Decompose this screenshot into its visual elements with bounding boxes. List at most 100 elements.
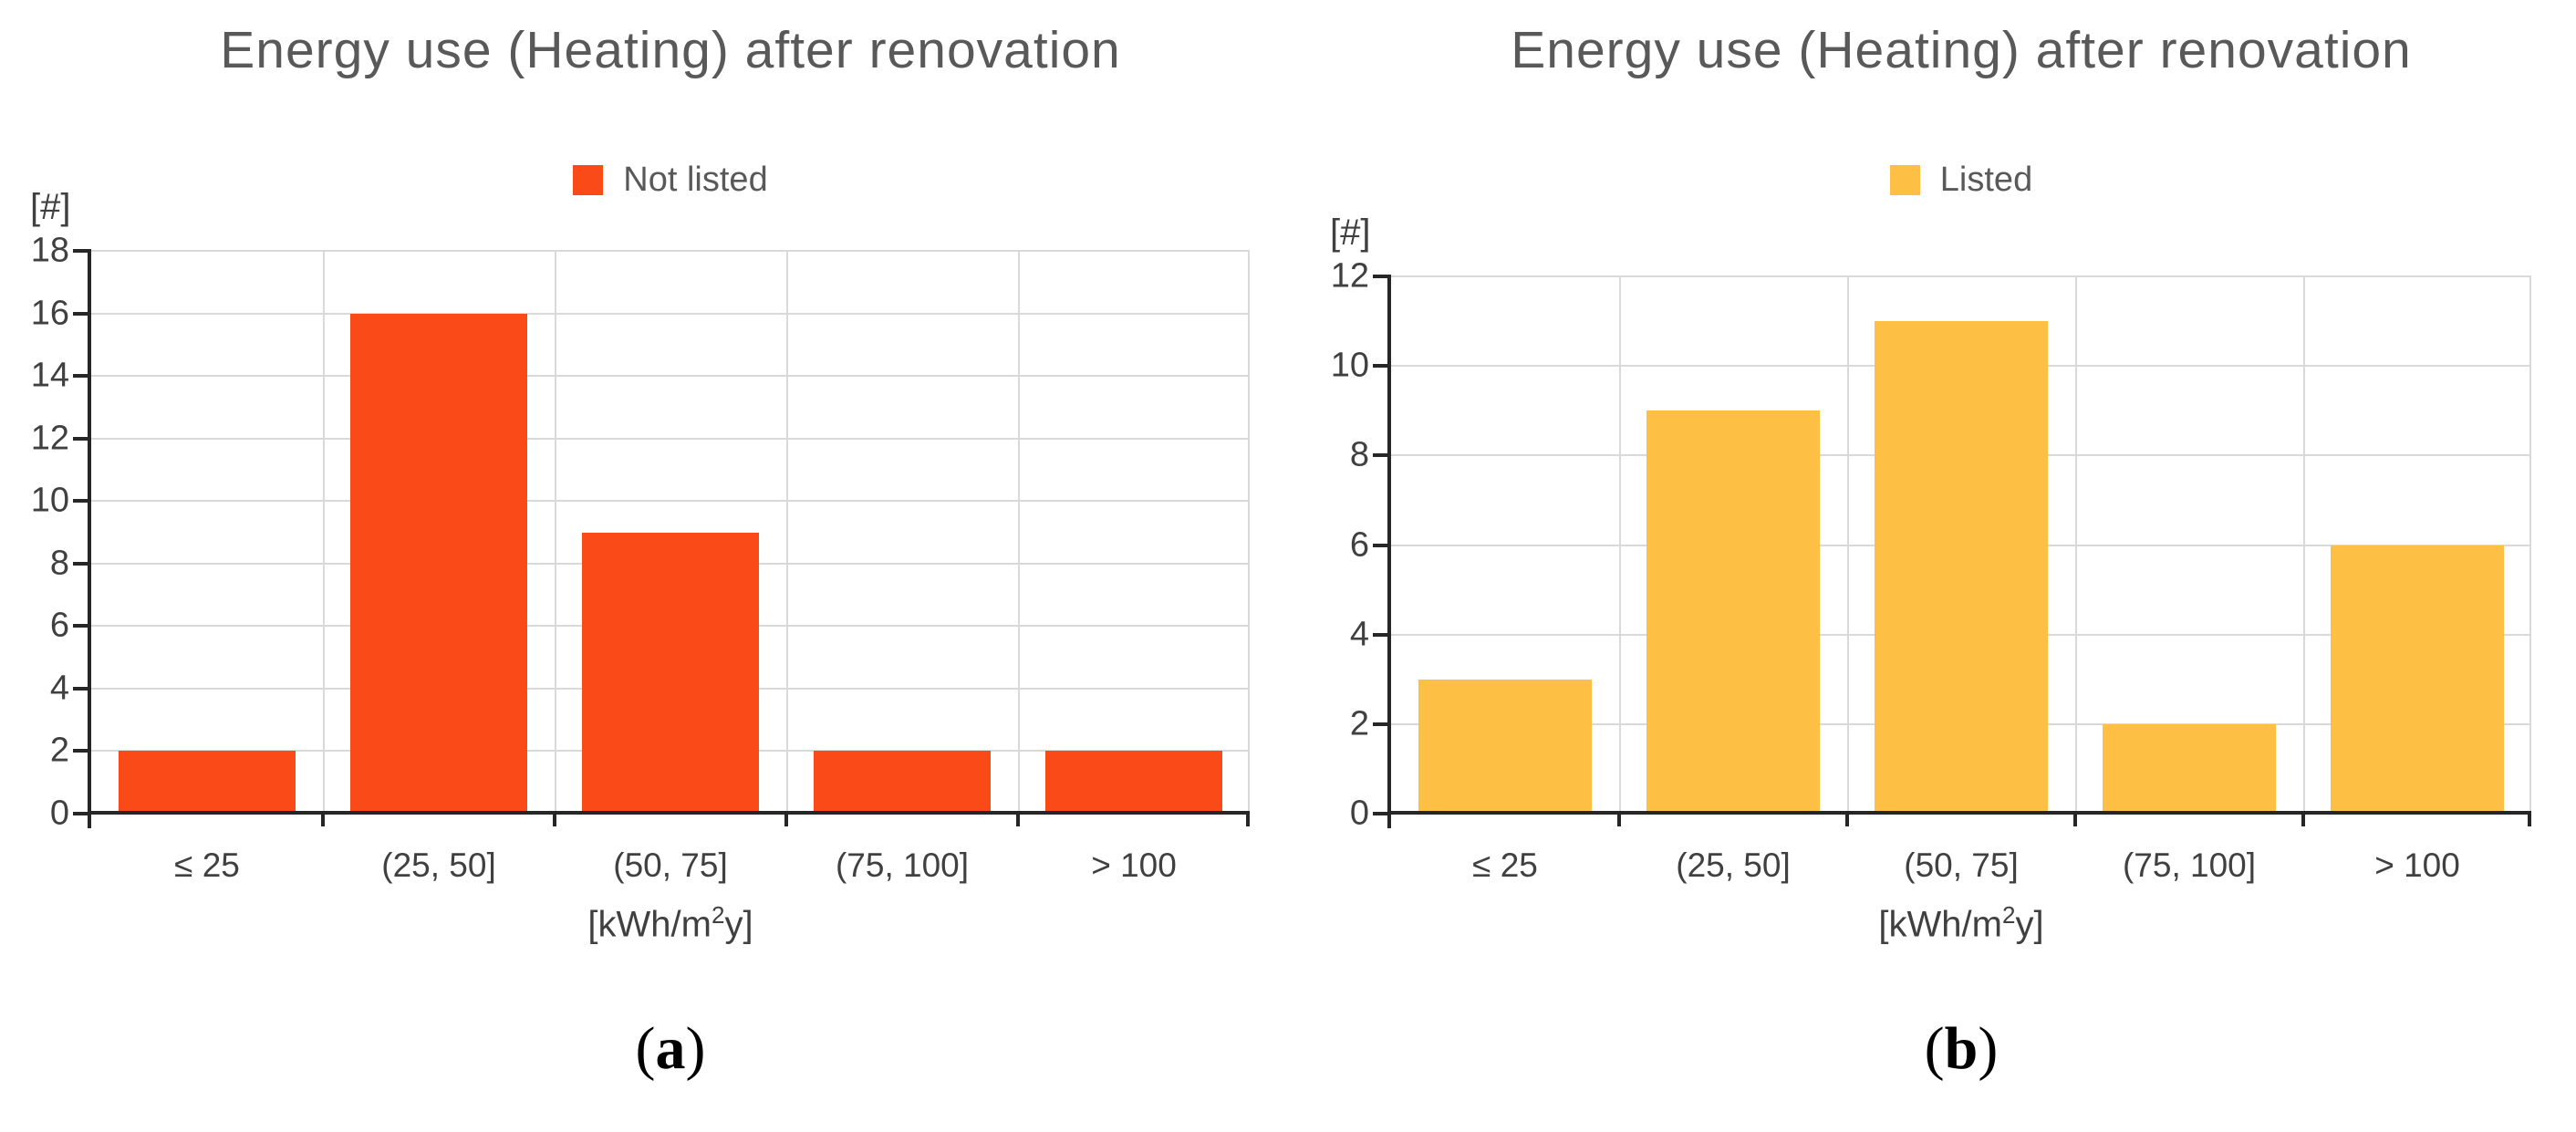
y-tick-label: 12 bbox=[30, 419, 69, 458]
y-tick bbox=[73, 812, 88, 815]
x-tick-label: (50, 75] bbox=[613, 846, 728, 884]
x-unit-superscript: 2 bbox=[2001, 901, 2016, 929]
legend: Listed bbox=[1391, 161, 2531, 200]
x-tick bbox=[553, 814, 556, 826]
x-tick bbox=[2301, 814, 2305, 826]
x-tick-label: (75, 100] bbox=[835, 846, 970, 884]
bar-≤ 25 bbox=[119, 751, 296, 814]
plot-area bbox=[73, 249, 1250, 828]
x-unit-text: [kWh/m bbox=[587, 904, 712, 945]
x-tick-label: ≤ 25 bbox=[174, 846, 240, 884]
caption-letter: a bbox=[655, 1015, 686, 1082]
y-tick-label: 0 bbox=[1349, 794, 1369, 833]
legend: Not listed bbox=[91, 161, 1250, 200]
y-tick-label: 4 bbox=[49, 669, 69, 708]
x-tick-label: ≤ 25 bbox=[1472, 846, 1538, 884]
y-tick bbox=[1373, 543, 1387, 547]
gridline-horizontal bbox=[1391, 275, 2531, 277]
y-tick-label: 12 bbox=[1330, 256, 1369, 296]
y-tick-label: 2 bbox=[1349, 704, 1369, 743]
x-axis-line bbox=[88, 811, 1250, 815]
bar-(50, 75] bbox=[1875, 321, 2048, 814]
x-tick bbox=[784, 814, 788, 826]
legend-label: Listed bbox=[1939, 161, 2033, 199]
gridline-vertical bbox=[323, 251, 325, 814]
chart-panel-a: Energy use (Heating) after renovation No… bbox=[30, 21, 1250, 1084]
y-tick-label: 10 bbox=[30, 481, 69, 520]
x-axis-unit-label: [kWh/m2y] bbox=[91, 901, 1250, 945]
y-tick-label: 4 bbox=[1349, 615, 1369, 654]
subfigure-caption-a: (a) bbox=[91, 1014, 1250, 1084]
y-tick-label: 18 bbox=[30, 231, 69, 270]
gridline-horizontal bbox=[91, 312, 1250, 315]
caption-paren: ) bbox=[1978, 1015, 1999, 1082]
gridline-horizontal bbox=[91, 437, 1250, 440]
y-tick-label: 14 bbox=[30, 356, 69, 395]
legend-swatch-icon bbox=[1889, 165, 1920, 195]
gridline-horizontal bbox=[91, 250, 1250, 252]
caption-letter: b bbox=[1944, 1015, 1979, 1082]
gridline-vertical bbox=[2075, 276, 2077, 814]
caption-paren: ) bbox=[685, 1015, 706, 1082]
y-tick bbox=[1373, 453, 1387, 458]
x-tick bbox=[321, 814, 325, 826]
y-tick bbox=[73, 561, 88, 566]
legend-label: Not listed bbox=[623, 161, 768, 199]
gridline-vertical bbox=[1847, 276, 1849, 814]
y-tick bbox=[73, 249, 88, 253]
gridline-vertical bbox=[1619, 276, 1621, 814]
gridline-vertical bbox=[2529, 276, 2531, 814]
y-tick bbox=[1373, 364, 1387, 369]
y-axis-unit-label: [#] bbox=[1330, 213, 1371, 253]
y-tick-label: 2 bbox=[49, 731, 69, 770]
x-tick-label: > 100 bbox=[1091, 846, 1177, 884]
x-tick bbox=[1016, 814, 1020, 826]
y-tick-label: 0 bbox=[49, 794, 69, 833]
bar-(50, 75] bbox=[582, 532, 759, 814]
x-axis-unit-label: [kWh/m2y] bbox=[1391, 901, 2531, 945]
y-tick bbox=[1373, 722, 1387, 726]
y-tick bbox=[73, 749, 88, 753]
x-tick bbox=[1246, 814, 1250, 826]
gridline-vertical bbox=[786, 251, 788, 814]
bar-> 100 bbox=[1045, 751, 1222, 814]
y-tick bbox=[73, 686, 88, 691]
y-axis-line bbox=[88, 249, 91, 828]
y-tick bbox=[1373, 632, 1387, 637]
bar-(25, 50] bbox=[350, 313, 527, 814]
bar-(25, 50] bbox=[1646, 410, 1820, 814]
gridline-vertical bbox=[1248, 251, 1250, 814]
y-tick bbox=[1373, 812, 1387, 815]
y-tick bbox=[1373, 275, 1387, 278]
y-axis-unit-label: [#] bbox=[30, 187, 71, 227]
x-tick bbox=[2073, 814, 2077, 826]
x-tick bbox=[2528, 814, 2531, 826]
x-unit-text: [kWh/m bbox=[1878, 904, 2002, 945]
legend-swatch-icon bbox=[573, 165, 604, 195]
chart-title: Energy use (Heating) after renovation bbox=[1511, 21, 2412, 79]
gridline-horizontal bbox=[91, 500, 1250, 503]
caption-paren: ( bbox=[1924, 1015, 1945, 1082]
caption-paren: ( bbox=[635, 1015, 656, 1082]
chart-title: Energy use (Heating) after renovation bbox=[220, 21, 1121, 79]
y-tick-label: 8 bbox=[1349, 435, 1369, 474]
gridline-vertical bbox=[1018, 251, 1020, 814]
y-tick bbox=[73, 311, 88, 316]
y-tick bbox=[73, 499, 88, 504]
gridline-vertical bbox=[555, 251, 556, 814]
x-tick-label: (50, 75] bbox=[1904, 846, 2019, 884]
y-axis-line bbox=[1387, 275, 1391, 828]
y-tick-label: 8 bbox=[49, 544, 69, 583]
x-tick-label: (25, 50] bbox=[1676, 846, 1791, 884]
x-tick-label: (75, 100] bbox=[2122, 846, 2257, 884]
x-unit-text: y] bbox=[2015, 904, 2044, 945]
gridline-vertical bbox=[2303, 276, 2305, 814]
bar-(75, 100] bbox=[2103, 723, 2276, 814]
x-tick bbox=[1617, 814, 1621, 826]
bar-(75, 100] bbox=[814, 751, 991, 814]
chart-panel-b: Energy use (Heating) after renovation Li… bbox=[1288, 0, 2576, 1132]
y-tick-label: 6 bbox=[49, 606, 69, 645]
y-tick-label: 10 bbox=[1330, 346, 1369, 385]
plot-area bbox=[1373, 275, 2531, 828]
